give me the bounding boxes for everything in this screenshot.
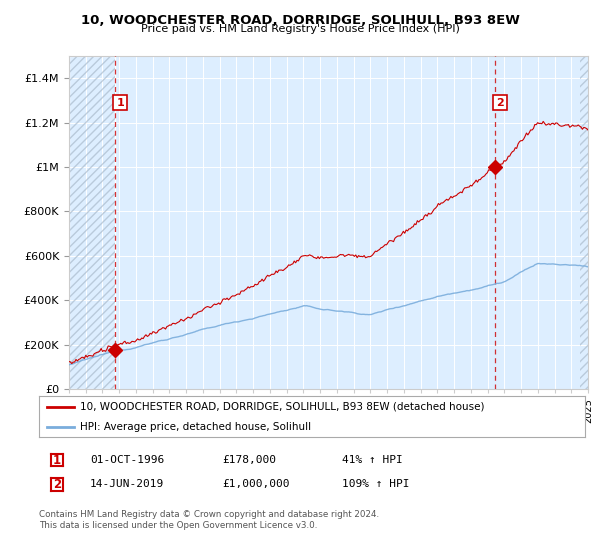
Text: 1: 1	[53, 454, 61, 467]
Text: 01-OCT-1996: 01-OCT-1996	[90, 455, 164, 465]
Text: 10, WOODCHESTER ROAD, DORRIDGE, SOLIHULL, B93 8EW (detached house): 10, WOODCHESTER ROAD, DORRIDGE, SOLIHULL…	[80, 402, 484, 412]
Text: 14-JUN-2019: 14-JUN-2019	[90, 479, 164, 489]
Text: Contains HM Land Registry data © Crown copyright and database right 2024.
This d: Contains HM Land Registry data © Crown c…	[39, 510, 379, 530]
Text: 2: 2	[496, 97, 504, 108]
Text: 41% ↑ HPI: 41% ↑ HPI	[342, 455, 403, 465]
Text: £1,000,000: £1,000,000	[222, 479, 290, 489]
Text: 10, WOODCHESTER ROAD, DORRIDGE, SOLIHULL, B93 8EW: 10, WOODCHESTER ROAD, DORRIDGE, SOLIHULL…	[80, 14, 520, 27]
Text: HPI: Average price, detached house, Solihull: HPI: Average price, detached house, Soli…	[80, 422, 311, 432]
Text: 2: 2	[53, 478, 61, 491]
Bar	[580, 56, 588, 389]
Bar	[69, 56, 115, 389]
Text: 1: 1	[116, 97, 124, 108]
Text: Price paid vs. HM Land Registry's House Price Index (HPI): Price paid vs. HM Land Registry's House …	[140, 24, 460, 34]
Text: £178,000: £178,000	[222, 455, 276, 465]
Bar	[69, 56, 115, 389]
Text: 109% ↑ HPI: 109% ↑ HPI	[342, 479, 409, 489]
